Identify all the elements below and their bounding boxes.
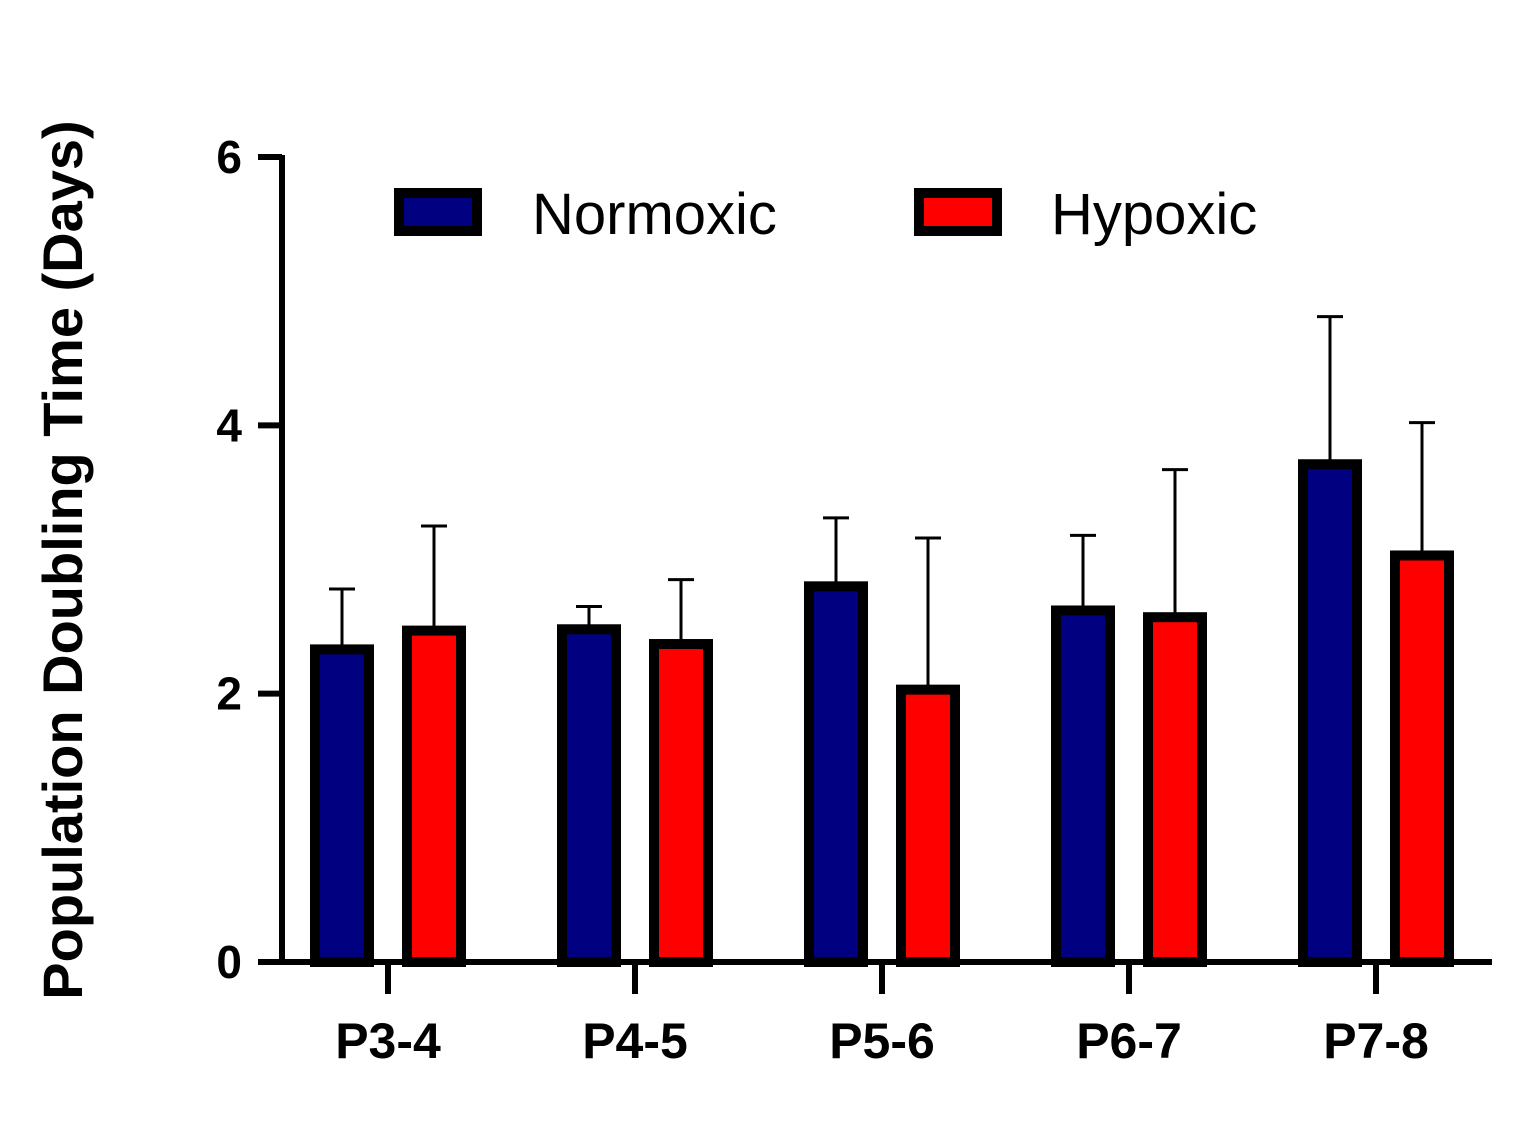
legend-swatch-normoxic — [394, 188, 482, 236]
bar-normoxic-p6-7 — [1051, 605, 1115, 967]
legend-swatch-hypoxic — [914, 188, 1002, 236]
x-tick-label-p4-5: P4-5 — [582, 1013, 688, 1069]
x-tick-label-p5-6: P5-6 — [829, 1013, 935, 1069]
y-tick-label: 2 — [216, 668, 242, 720]
bar-hypoxic-p4-5 — [649, 639, 713, 968]
x-tick-label-p7-8: P7-8 — [1323, 1013, 1429, 1069]
bar-normoxic-p5-6 — [804, 581, 868, 967]
legend-label-hypoxic: Hypoxic — [1051, 182, 1257, 247]
y-axis-title: Population Doubling Time (Days) — [31, 120, 94, 999]
y-tick-label: 4 — [216, 399, 242, 451]
y-tick-label: 6 — [216, 131, 242, 183]
y-tick-label: 0 — [216, 936, 242, 988]
bar-hypoxic-p7-8 — [1390, 550, 1454, 967]
x-tick-label-p6-7: P6-7 — [1076, 1013, 1182, 1069]
plot-area: 0 2 4 6 P3-4 P4-5 P5-6 P6-7 P7-8 — [216, 131, 1492, 1069]
legend-label-normoxic: Normoxic — [532, 182, 777, 247]
bar-normoxic-p3-4 — [310, 644, 374, 967]
legend: Normoxic Hypoxic — [394, 182, 1257, 247]
x-tick-label-p3-4: P3-4 — [335, 1013, 441, 1069]
bar-hypoxic-p6-7 — [1143, 612, 1207, 967]
bar-hypoxic-p3-4 — [402, 625, 466, 967]
bar-normoxic-p7-8 — [1298, 459, 1362, 967]
bar-hypoxic-p5-6 — [896, 684, 960, 967]
bar-normoxic-p4-5 — [557, 624, 621, 967]
